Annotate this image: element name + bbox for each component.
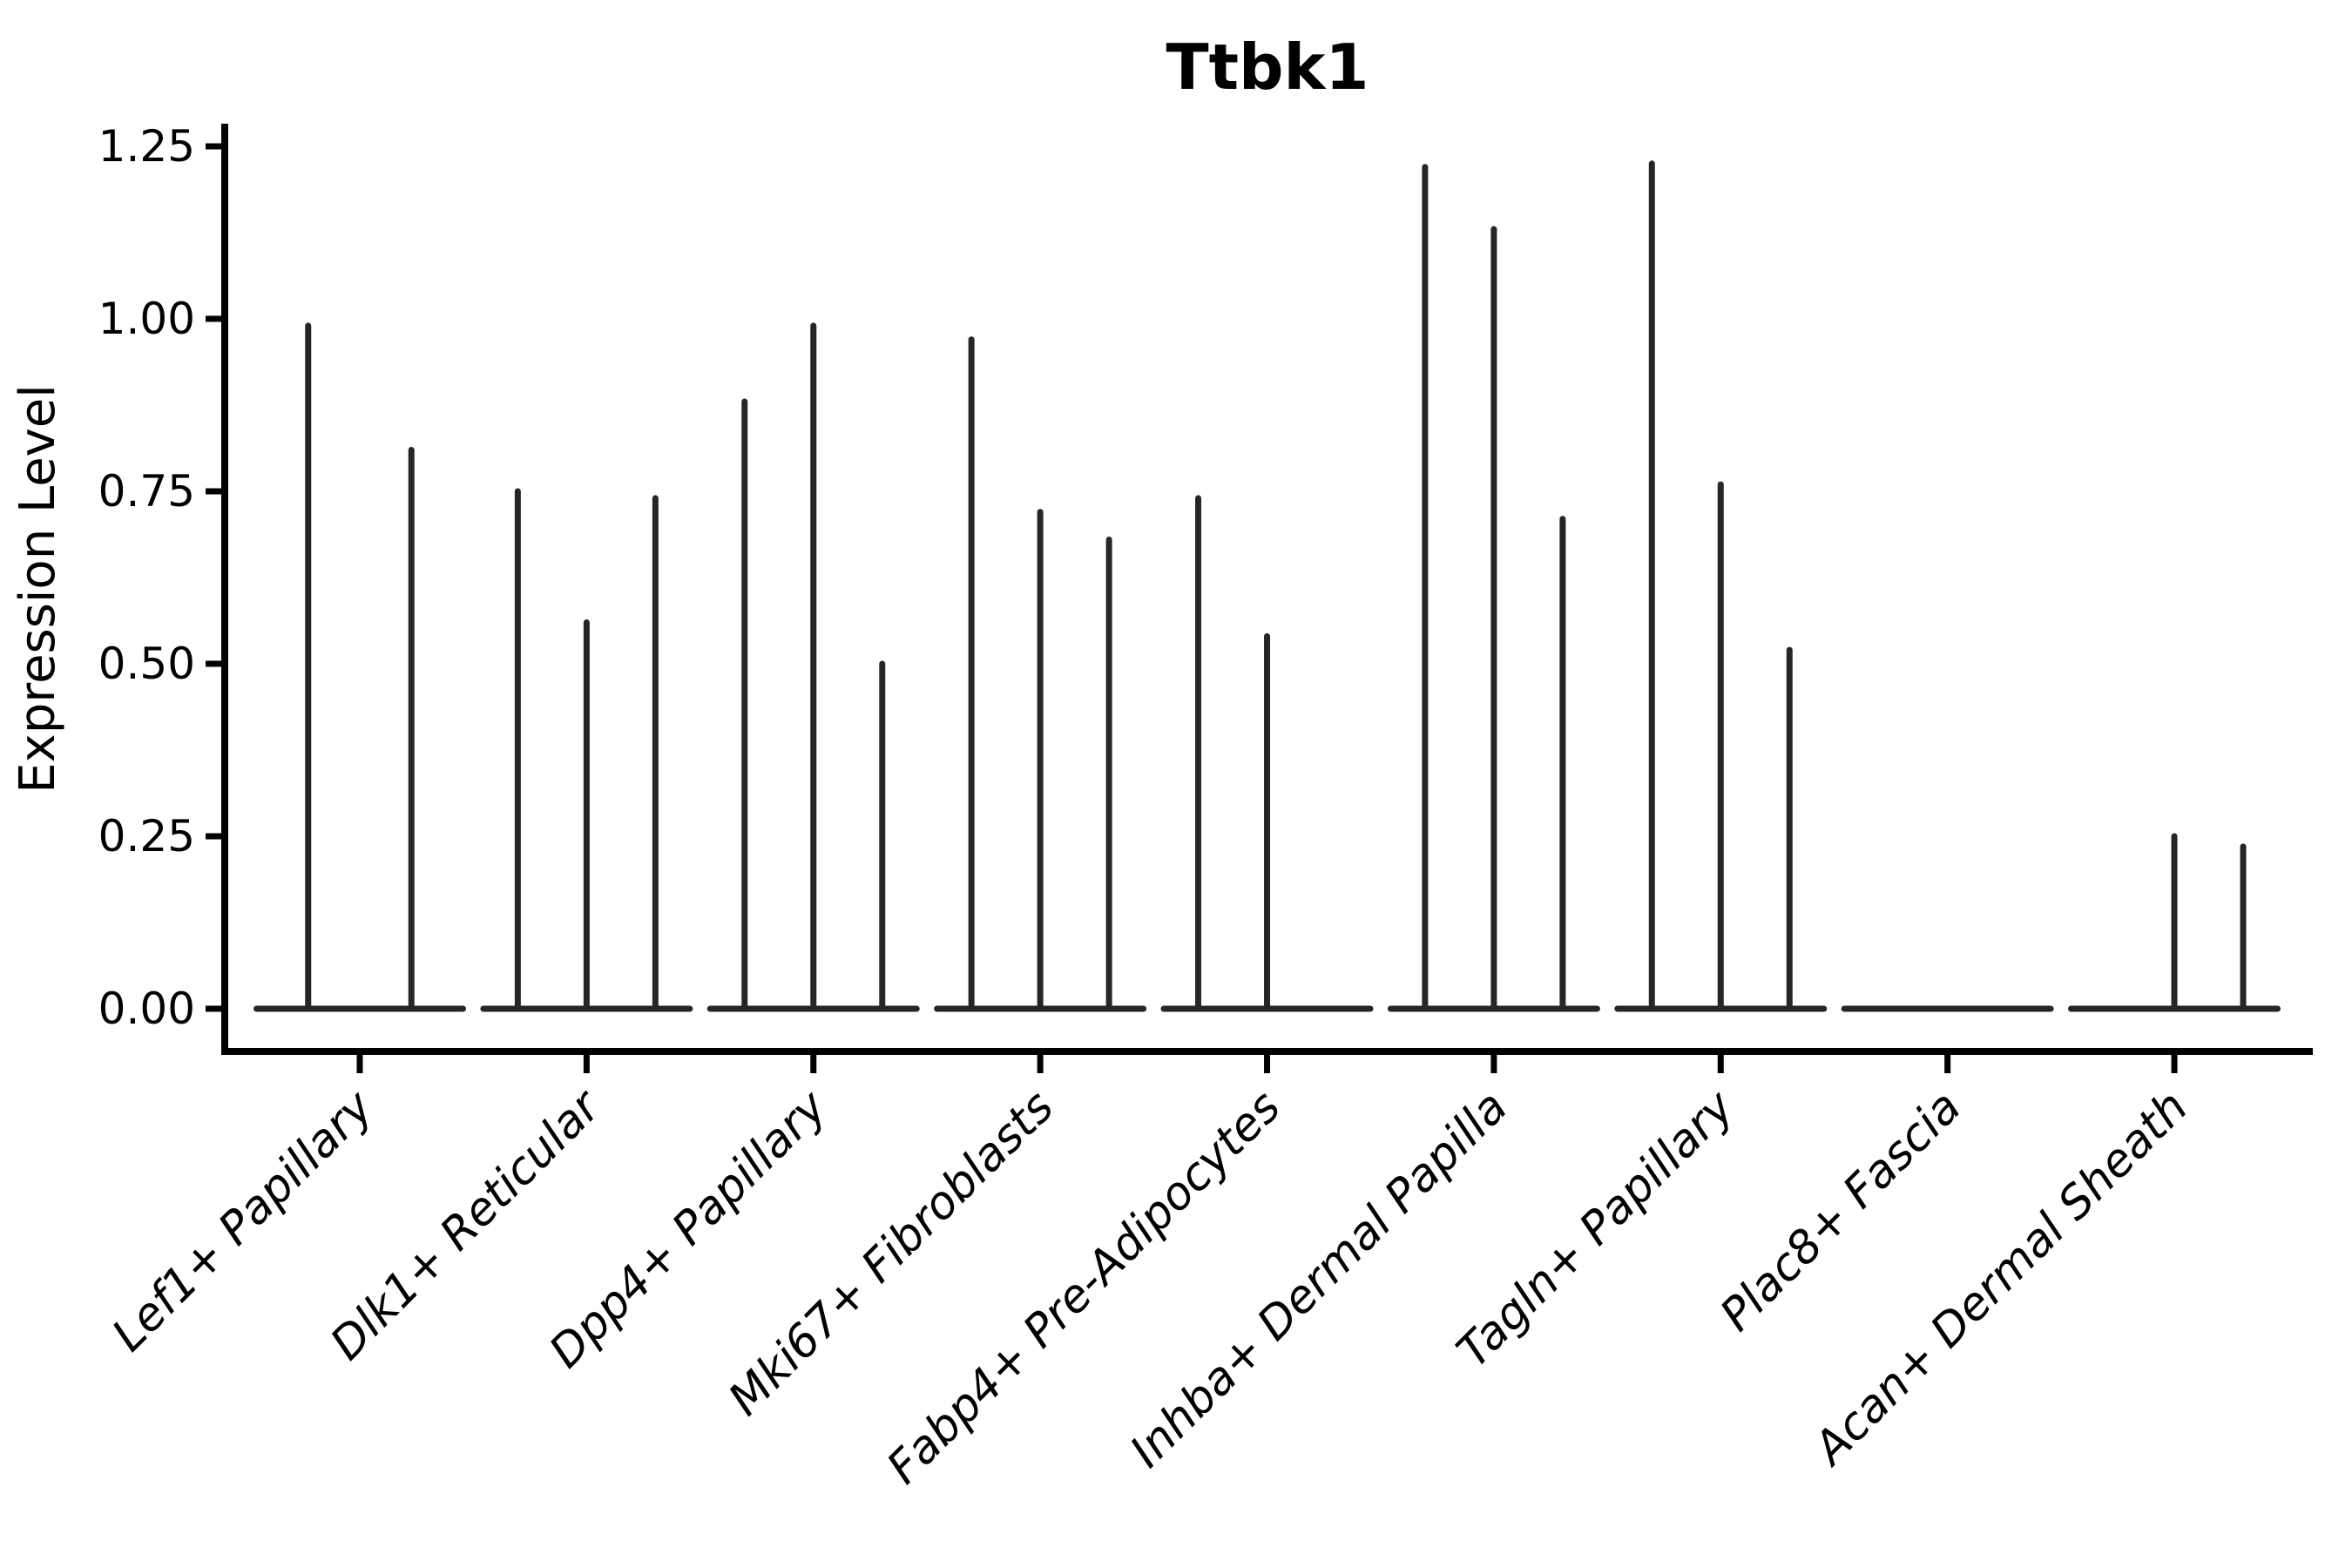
y-tick-label: 0.25 — [98, 811, 195, 862]
violin-group — [1614, 160, 1828, 1012]
violin-group — [1387, 164, 1600, 1012]
y-tick-label: 0.00 — [98, 983, 195, 1034]
x-tick-label: Acan+ Dermal Sheath — [1802, 1081, 2198, 1477]
x-tick-label: Fabp4+ Pre-Adipocytes — [877, 1081, 1291, 1495]
violin-group — [934, 336, 1147, 1012]
y-tick-label: 0.75 — [98, 466, 195, 517]
violins — [253, 160, 2281, 1012]
violin-group — [1160, 495, 1374, 1012]
y-tick-label: 1.25 — [98, 121, 195, 172]
violin-group — [253, 322, 466, 1012]
violin-group — [2068, 833, 2281, 1012]
y-tick-label: 1.00 — [98, 294, 195, 344]
y-tick-label: 0.50 — [98, 639, 195, 689]
x-tick-label: Inhba+ Dermal Papilla — [1120, 1081, 1517, 1478]
chart-title: Ttbk1 — [1166, 30, 1369, 104]
y-axis-label: Expression Level — [10, 384, 66, 794]
violin-group — [480, 488, 693, 1012]
violin-group — [706, 322, 920, 1012]
x-tick-label: Plac8+ Fascia — [1711, 1081, 1971, 1342]
